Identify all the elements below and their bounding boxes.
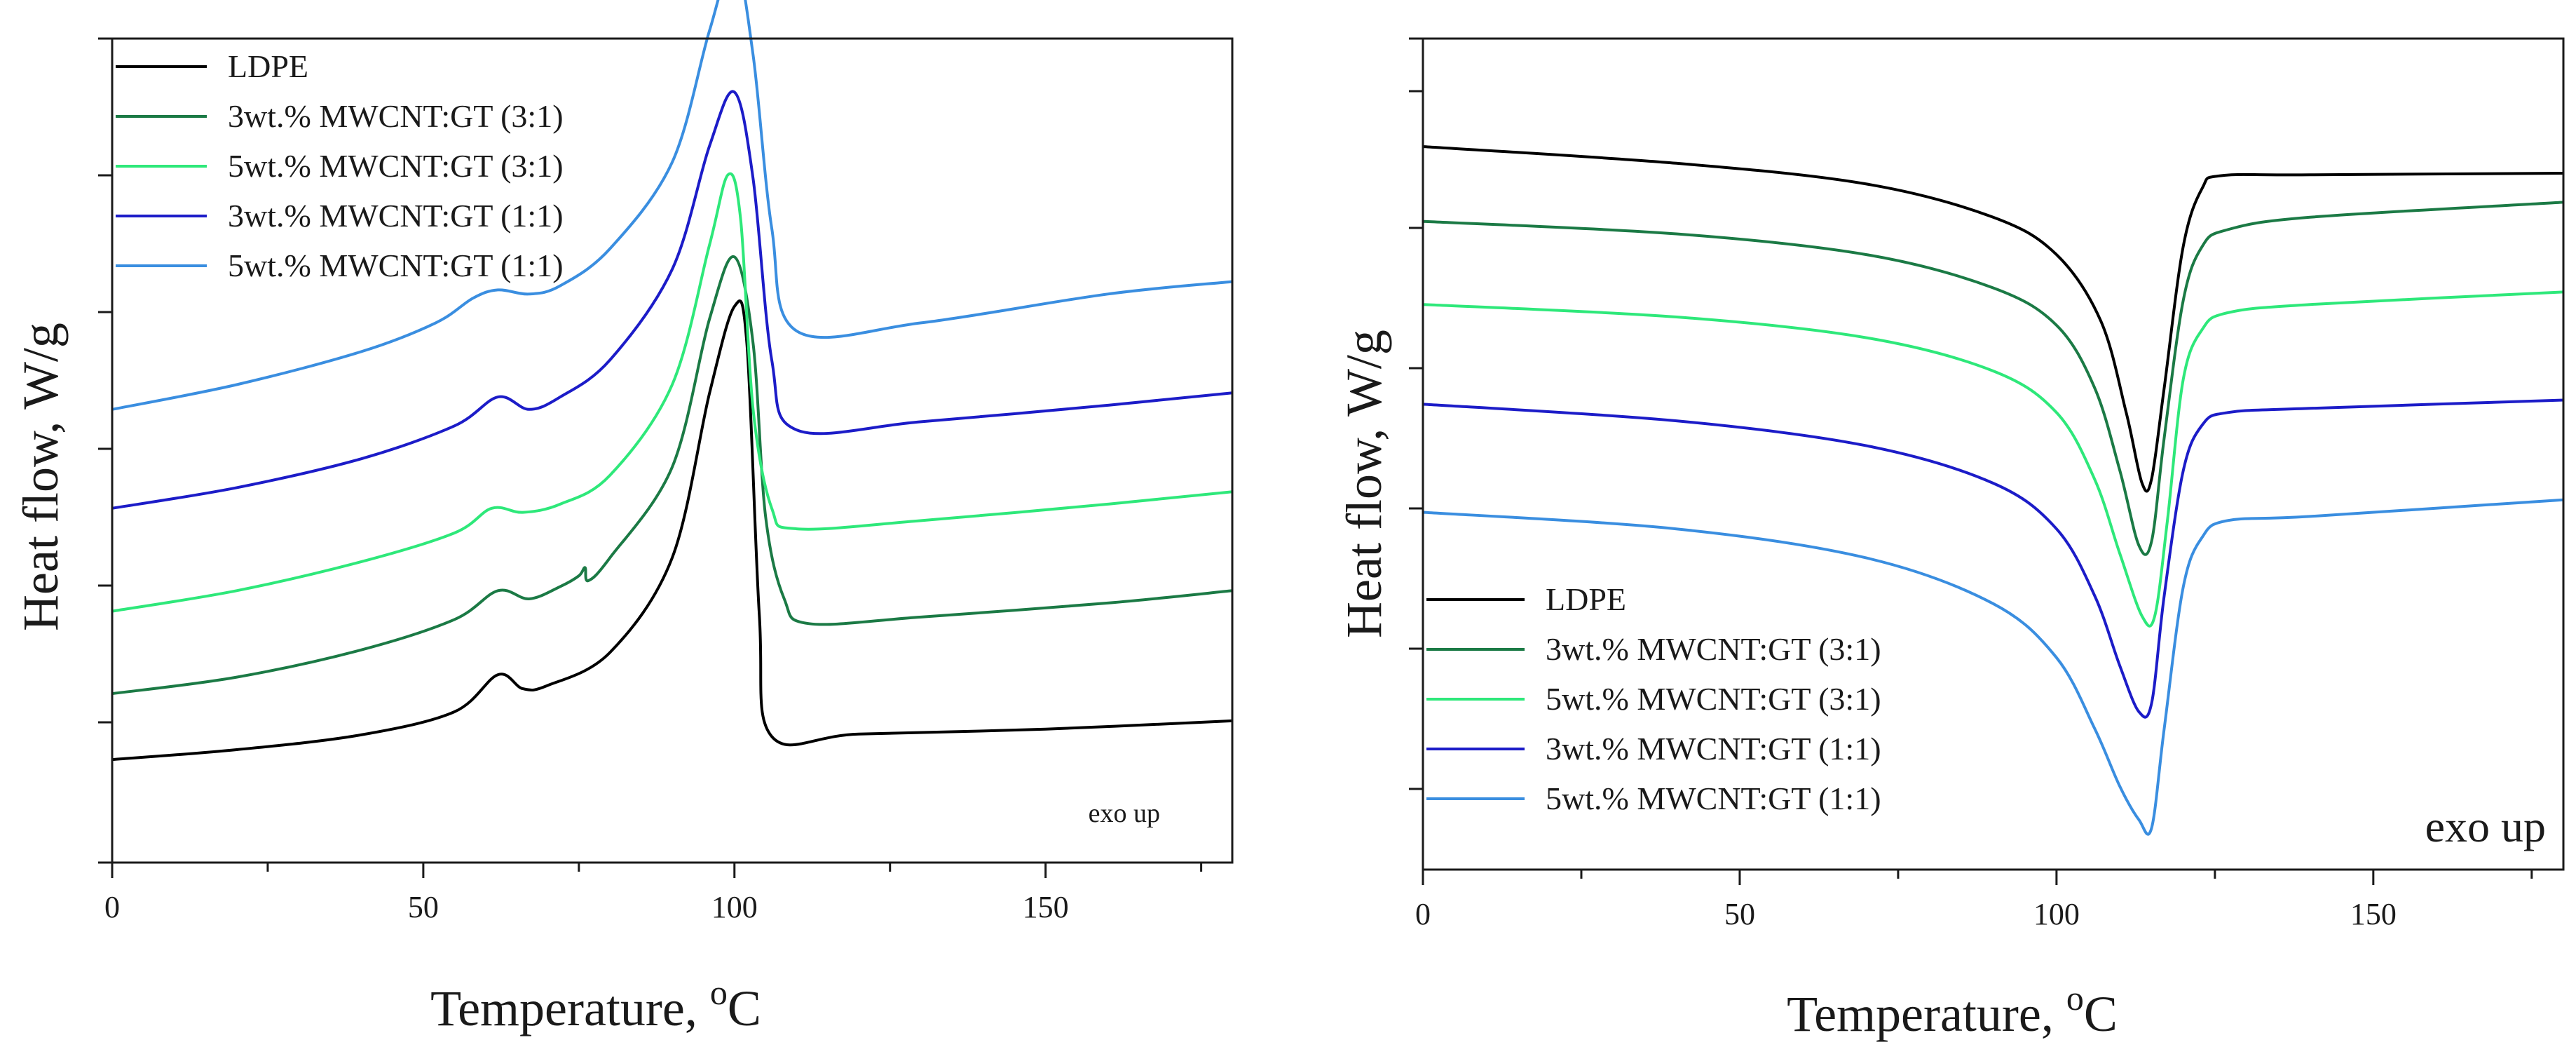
- right-x-tick-label-100: 100: [2033, 897, 2080, 931]
- left-legend-label-2: 3wt.% MWCNT:GT (3:1): [228, 98, 564, 134]
- right-x-axis-title-unit: C: [2084, 986, 2118, 1042]
- right-exo-annotation: exo up: [2425, 802, 2546, 851]
- right-x-axis-title-sup: o: [2066, 978, 2084, 1018]
- right-x-axis-title: Temperature, oC: [1787, 978, 2118, 1042]
- left-series-line-2: [111, 255, 1233, 696]
- left-series-line-4: [111, 90, 1233, 510]
- right-legend-label-3: 5wt.% MWCNT:GT (3:1): [1546, 681, 1881, 717]
- right-series-line-4: [1422, 398, 2564, 719]
- left-legend-label-1: LDPE: [228, 48, 308, 84]
- right-legend-label-4: 3wt.% MWCNT:GT (1:1): [1546, 731, 1881, 766]
- left-x-tick-label-50: 50: [408, 890, 439, 924]
- left-x-tick-label-0: 0: [104, 890, 120, 924]
- left-x-tick-label-100: 100: [711, 890, 758, 924]
- left-legend-label-5: 5wt.% MWCNT:GT (1:1): [228, 248, 564, 283]
- left-x-axis-title: Temperature, oC: [430, 973, 761, 1036]
- left-y-axis-title: Heat flow, W/g: [13, 323, 69, 631]
- right-x-tick-label-0: 0: [1415, 897, 1431, 931]
- left-x-axis-title-unit: C: [728, 980, 761, 1036]
- left-legend: LDPE 3wt.% MWCNT:GT (3:1) 5wt.% MWCNT:GT (…: [116, 48, 564, 283]
- right-series-line-3: [1422, 290, 2564, 628]
- left-exo-annotation: exo up: [1089, 799, 1160, 828]
- right-y-axis-title: Heat flow, W/g: [1336, 330, 1392, 638]
- left-series-line-5: [111, 0, 1233, 411]
- left-plot-frame: [111, 37, 1234, 864]
- right-legend-label-5: 5wt.% MWCNT:GT (1:1): [1546, 781, 1881, 816]
- right-legend: LDPE 3wt.% MWCNT:GT (3:1) 5wt.% MWCNT:GT (…: [1426, 581, 1881, 816]
- right-legend-label-2: 3wt.% MWCNT:GT (3:1): [1546, 631, 1881, 667]
- right-x-tick-label-150: 150: [2350, 897, 2397, 931]
- right-x-tick-label-50: 50: [1724, 897, 1755, 931]
- left-series-line-3: [111, 172, 1233, 613]
- right-series-line-2: [1422, 201, 2564, 556]
- right-legend-label-1: LDPE: [1546, 581, 1626, 617]
- left-x-axis-title-main: Temperature,: [430, 980, 710, 1036]
- left-x-tick-label-150: 150: [1023, 890, 1069, 924]
- heating-curves-panel: 0 50 100 150 LDPE 3wt.% MWCNT:GT (3:1) 5wt.% …: [13, 0, 1234, 1036]
- left-ticks-layer: 0 50 100 150: [98, 37, 1203, 924]
- right-plot-frame: [1422, 37, 2565, 871]
- left-series-layer: [111, 0, 1233, 762]
- left-x-axis-title-sup: o: [710, 973, 728, 1012]
- right-series-line-1: [1422, 145, 2564, 493]
- right-x-axis-title-main: Temperature,: [1787, 986, 2066, 1042]
- right-series-layer: [1422, 145, 2564, 836]
- left-legend-label-4: 3wt.% MWCNT:GT (1:1): [228, 198, 564, 234]
- left-series-line-1: [111, 299, 1233, 762]
- right-series-line-5: [1422, 498, 2564, 836]
- cooling-curves-panel: 0 50 100 150 LDPE 3wt.% MWCNT:GT (3:1) 5wt.% …: [1336, 37, 2565, 1042]
- left-legend-label-3: 5wt.% MWCNT:GT (3:1): [228, 148, 564, 184]
- right-ticks-layer: 0 50 100 150: [1409, 37, 2533, 931]
